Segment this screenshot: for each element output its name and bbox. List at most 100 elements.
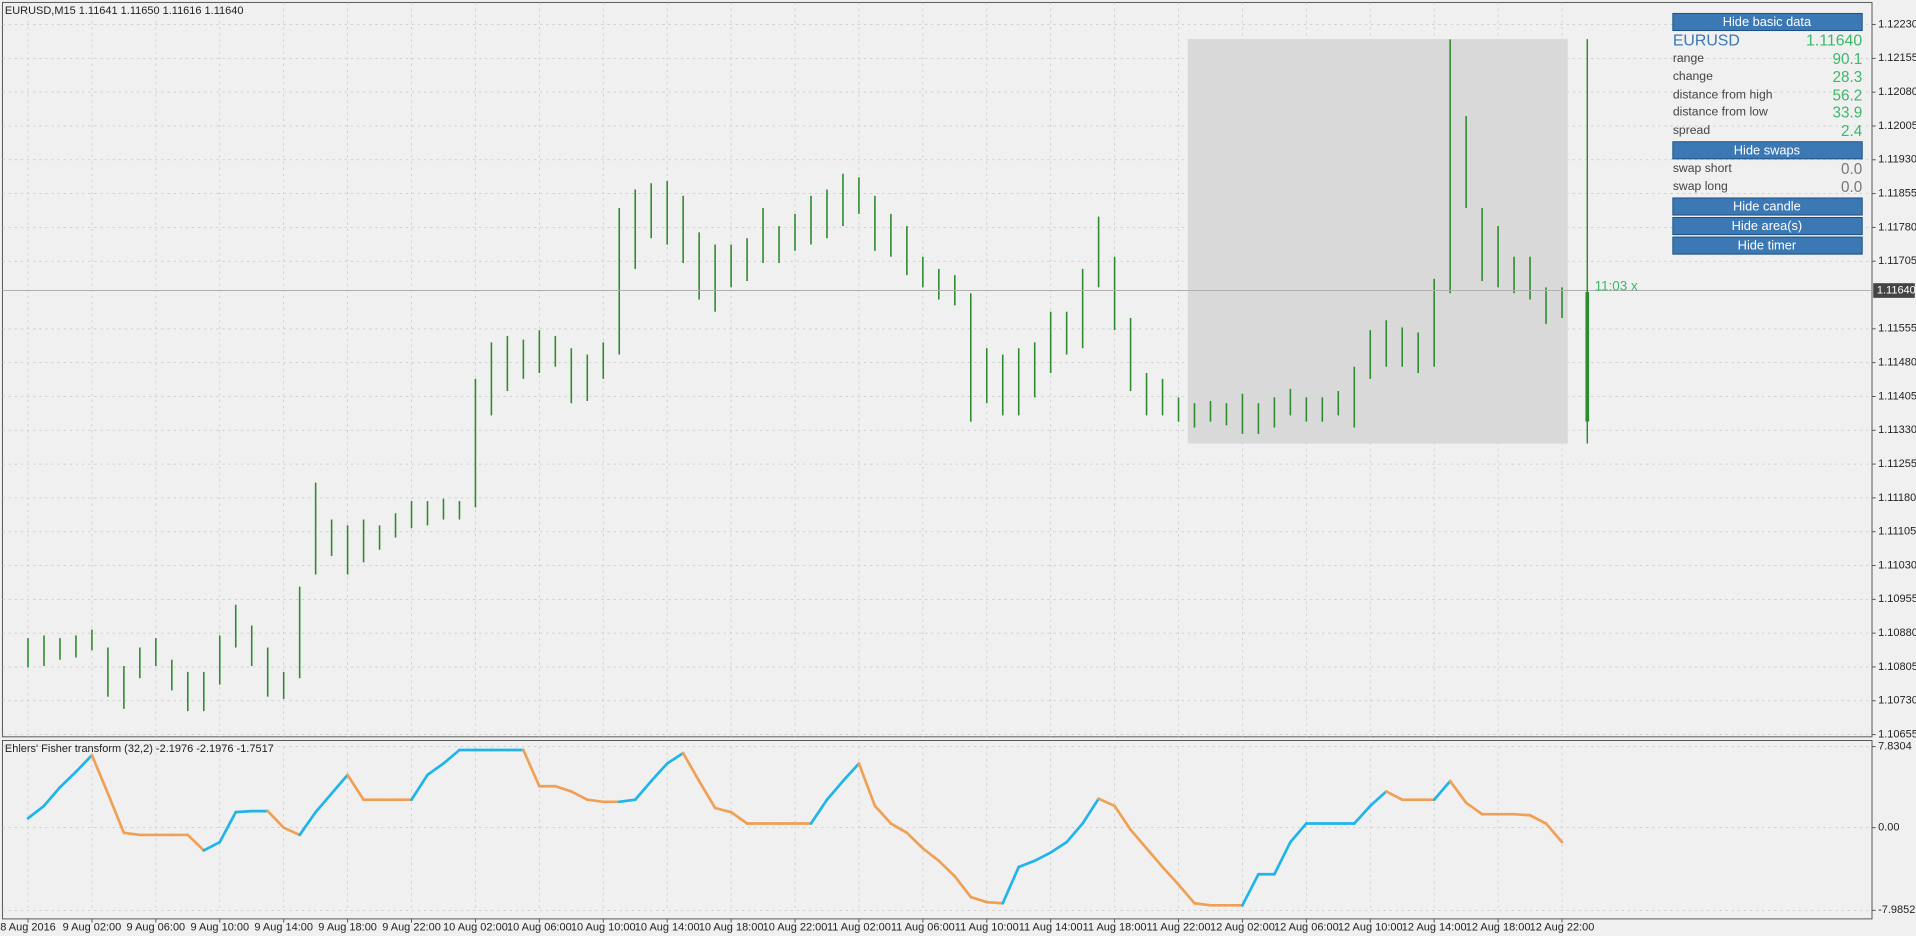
y-tick-label: 1.12230	[1878, 18, 1916, 30]
row-label: change	[1673, 69, 1713, 83]
info-panel: Hide basic data EURUSD 1.11640 range 90.…	[1672, 12, 1863, 255]
row-label: range	[1673, 51, 1704, 65]
fisher-segment	[522, 748, 541, 788]
fisher-segment	[1049, 840, 1069, 854]
fisher-segment	[410, 773, 429, 802]
y-tick-label: 1.12080	[1878, 86, 1916, 98]
fisher-segment	[953, 874, 973, 899]
fisher-segment	[873, 804, 893, 825]
y-tick-label: 0.00	[1878, 822, 1899, 834]
x-tick-label: 10 Aug 18:00	[699, 921, 764, 933]
fisher-segment	[122, 831, 142, 837]
fisher-segment	[1273, 840, 1292, 876]
fisher-segment	[681, 751, 701, 783]
fisher-segment	[585, 798, 605, 804]
button[interactable]: Hide timer	[1672, 236, 1863, 255]
fisher-segment	[1352, 804, 1372, 825]
bid-label: 1.11640	[1877, 284, 1916, 296]
fisher-segment	[1097, 797, 1116, 808]
x-tick-label: 11 Aug 14:00	[1019, 921, 1083, 933]
x-tick-label: 9 Aug 06:00	[127, 921, 186, 933]
y-tick-label: 1.10805	[1878, 661, 1916, 673]
fisher-segment	[1368, 790, 1388, 808]
fisher-segment	[186, 833, 206, 852]
x-tick-label: 12 Aug 18:00	[1466, 921, 1531, 933]
fisher-segment	[1432, 779, 1452, 802]
x-tick-label: 9 Aug 02:00	[63, 921, 122, 933]
fisher-segment	[1241, 872, 1260, 907]
x-tick-label: 10 Aug 02:00	[443, 921, 508, 933]
x-tick-label: 9 Aug 14:00	[254, 921, 313, 933]
fisher-segment	[282, 826, 302, 837]
fisher-segment	[985, 900, 1005, 905]
fisher-segment	[1081, 797, 1100, 825]
x-tick-label: 12 Aug 22:00	[1530, 921, 1595, 933]
button-label[interactable]: Hide candle	[1733, 199, 1801, 214]
fisher-segment	[234, 809, 254, 814]
swap-label: swap short	[1673, 161, 1733, 175]
chart-title: EURUSD,M15 1.11641 1.11650 1.11616 1.116…	[5, 5, 244, 17]
row-value: 33.9	[1833, 105, 1863, 122]
button[interactable]: Hide candle	[1672, 197, 1863, 216]
swap-value: 0.0	[1841, 161, 1862, 178]
fisher-segment	[346, 773, 365, 802]
fisher-segment	[442, 748, 461, 765]
fisher-segment	[1145, 847, 1164, 869]
button-label[interactable]: Hide basic data	[1723, 14, 1812, 29]
row-label: spread	[1673, 123, 1710, 137]
fisher-segment	[857, 762, 877, 808]
button-label[interactable]: Hide swaps	[1734, 142, 1800, 157]
fisher-segment	[729, 810, 749, 825]
fisher-segment	[841, 762, 861, 783]
x-tick-label: 11 Aug 06:00	[891, 921, 955, 933]
y-tick-label: 1.11555	[1878, 323, 1916, 335]
fisher-segment	[58, 770, 78, 789]
fisher-segment	[633, 779, 653, 802]
button[interactable]: Hide basic data	[1672, 12, 1863, 32]
x-tick-label: 12 Aug 02:00	[1210, 921, 1275, 933]
x-tick-label: 12 Aug 14:00	[1402, 921, 1467, 933]
fisher-segment	[1544, 822, 1564, 844]
y-tick-label: 1.10730	[1878, 695, 1916, 707]
button-label[interactable]: Hide area(s)	[1732, 218, 1803, 233]
x-tick-label: 12 Aug 10:00	[1338, 921, 1403, 933]
fisher-segment	[1113, 804, 1132, 832]
fisher-segment	[905, 831, 925, 850]
x-tick-label: 8 Aug 2016	[0, 921, 56, 933]
row-label: distance from low	[1673, 105, 1768, 119]
y-tick-label: 1.11480	[1878, 357, 1916, 369]
button[interactable]: Hide area(s)	[1672, 217, 1863, 236]
fisher-segment	[330, 773, 349, 795]
y-tick-label: 1.11405	[1878, 390, 1916, 402]
fisher-segment	[266, 809, 286, 830]
fisher-segment	[218, 810, 238, 844]
fisher-segment	[617, 798, 637, 804]
x-tick-label: 9 Aug 22:00	[382, 921, 441, 933]
range-area	[1187, 39, 1568, 444]
symbol: EURUSD	[1673, 33, 1740, 50]
indicator-title: Ehlers' Fisher transform (32,2) -2.1976 …	[5, 743, 274, 755]
button-label[interactable]: Hide timer	[1738, 238, 1797, 253]
fisher-segment	[298, 810, 317, 837]
fisher-segment	[1017, 859, 1037, 869]
plot	[2, 39, 1873, 907]
fisher-segment	[889, 822, 909, 835]
y-tick-label: -7.9852	[1878, 904, 1915, 916]
fisher-segment	[426, 762, 445, 777]
fisher-segment	[665, 751, 685, 765]
fisher-segment	[42, 785, 62, 808]
button[interactable]: Hide swaps	[1672, 141, 1863, 160]
y-tick-label: 1.11255	[1878, 458, 1916, 470]
y-tick-label: 1.11855	[1878, 187, 1916, 199]
fisher-segment	[1033, 851, 1053, 863]
daily-candle-body	[1585, 292, 1590, 422]
fisher-segment	[26, 804, 46, 820]
x-tick-label: 11 Aug 02:00	[827, 921, 891, 933]
fisher-segment	[697, 779, 717, 810]
row-label: distance from high	[1673, 88, 1773, 102]
fisher-segment	[1528, 813, 1548, 825]
row-value: 90.1	[1833, 51, 1863, 68]
x-tick-label: 10 Aug 14:00	[635, 921, 700, 933]
fisher-segment	[1289, 822, 1308, 844]
